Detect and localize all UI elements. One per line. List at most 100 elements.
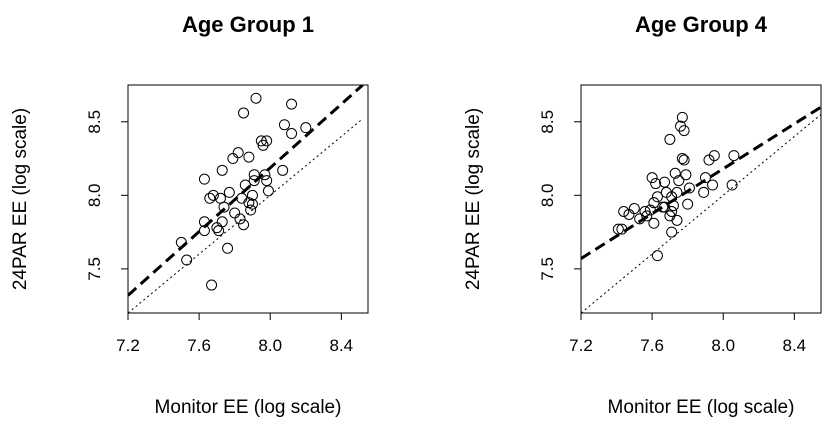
data-point: [671, 214, 683, 226]
data-point: [238, 107, 250, 119]
data-point: [277, 164, 289, 176]
data-point: [207, 189, 219, 201]
y-tick-label: 8.0: [538, 184, 557, 208]
data-point: [218, 201, 230, 213]
plot-area: [580, 84, 822, 314]
data-point: [245, 204, 257, 216]
data-point: [181, 254, 193, 266]
y-axis-title: 24PAR EE (log scale): [10, 108, 31, 290]
data-point: [286, 128, 298, 140]
data-point: [612, 223, 624, 235]
data-point: [300, 122, 312, 134]
x-tick-label: 8.4: [783, 336, 807, 355]
data-point: [204, 192, 216, 204]
x-axis: 7.2 7.6 8.0 8.4: [569, 313, 806, 355]
data-point: [726, 179, 738, 191]
data-point: [648, 197, 660, 209]
data-point: [286, 98, 298, 110]
data-point: [667, 200, 679, 212]
data-point: [651, 191, 663, 203]
x-axis-title: Monitor EE (log scale): [608, 397, 795, 418]
y-tick-label: 8.5: [85, 110, 104, 134]
data-point: [198, 216, 210, 228]
data-point: [644, 204, 656, 216]
data-point: [175, 236, 187, 248]
data-point: [232, 147, 244, 159]
panel-age-group-1: Age Group 1 24PAR EE (log scale) Monitor…: [10, 12, 369, 418]
x-tick-label: 7.2: [569, 336, 593, 355]
data-point: [676, 153, 688, 165]
data-point: [239, 179, 251, 191]
chart-title: Age Group 1: [182, 12, 314, 37]
x-tick-label: 8.0: [711, 336, 735, 355]
y-tick-label: 8.5: [538, 110, 557, 134]
identity-line: [581, 114, 821, 313]
y-axis: 7.5 8.0 8.5: [538, 110, 581, 281]
data-point: [248, 169, 260, 181]
data-point: [216, 164, 228, 176]
data-point: [669, 167, 681, 179]
data-point: [698, 186, 710, 198]
data-point: [261, 135, 273, 147]
data-point: [648, 217, 660, 229]
x-tick-label: 7.6: [187, 336, 211, 355]
x-tick-label: 7.6: [640, 336, 664, 355]
plot-frame: [127, 84, 369, 314]
data-point: [651, 250, 663, 262]
data-point: [666, 206, 678, 218]
panel-age-group-4: Age Group 4 24PAR EE (log scale) Monitor…: [463, 12, 822, 418]
data-point: [673, 175, 685, 187]
fit-line: [581, 105, 821, 260]
data-point: [659, 176, 671, 188]
data-point: [646, 172, 658, 184]
data-point: [707, 179, 719, 191]
data-point: [666, 226, 678, 238]
data-point: [675, 120, 687, 132]
data-point: [216, 216, 228, 228]
data-point: [650, 178, 662, 190]
data-point: [238, 219, 250, 231]
y-tick-label: 8.0: [85, 184, 104, 208]
data-point: [229, 207, 241, 219]
data-point: [222, 242, 234, 254]
data-point: [618, 206, 630, 218]
x-tick-label: 7.2: [116, 336, 140, 355]
data-point: [227, 153, 239, 165]
x-tick-label: 8.0: [258, 336, 282, 355]
identity-line: [128, 118, 363, 313]
data-point: [250, 92, 262, 104]
plot-frame: [580, 84, 822, 314]
data-point: [223, 186, 235, 198]
data-point: [676, 111, 688, 123]
y-tick-label: 7.5: [538, 257, 557, 281]
data-point: [708, 150, 720, 162]
data-point: [262, 185, 274, 197]
data-point: [641, 210, 653, 222]
data-point: [246, 198, 258, 210]
data-point: [198, 225, 210, 237]
data-point: [682, 198, 694, 210]
data-point: [671, 186, 683, 198]
y-axis: 7.5 8.0 8.5: [85, 110, 128, 281]
data-point: [628, 203, 640, 215]
chart-title: Age Group 4: [635, 12, 768, 37]
data-point: [616, 223, 628, 235]
data-point: [728, 150, 740, 162]
data-point: [678, 125, 690, 137]
y-tick-label: 7.5: [85, 257, 104, 281]
x-axis: 7.2 7.6 8.0 8.4: [116, 313, 353, 355]
data-point: [259, 169, 271, 181]
data-point: [678, 154, 690, 166]
data-point: [664, 133, 676, 145]
data-point: [248, 175, 260, 187]
plot-area: [127, 84, 369, 314]
data-point: [206, 279, 218, 291]
data-point: [680, 169, 692, 181]
data-point: [261, 175, 273, 187]
data-point: [699, 172, 711, 184]
data-point: [198, 173, 210, 185]
x-tick-label: 8.4: [330, 336, 354, 355]
data-point: [278, 119, 290, 131]
data-point: [634, 213, 646, 225]
